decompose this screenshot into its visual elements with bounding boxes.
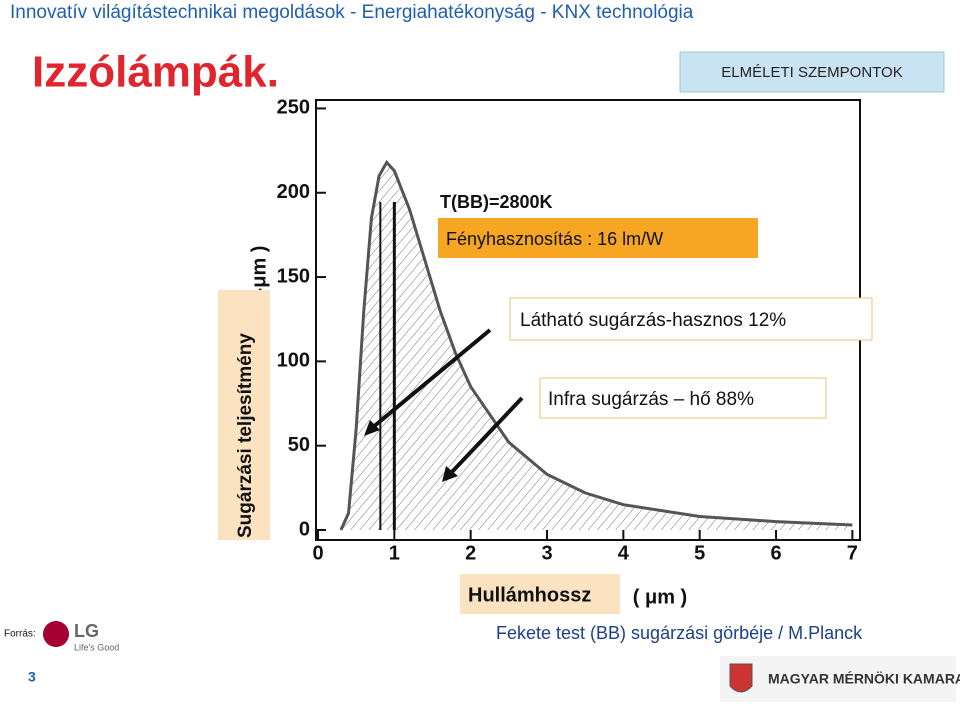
y-title-box — [218, 290, 270, 540]
x-tick-label: 1 — [389, 542, 400, 564]
arrow-head — [364, 420, 380, 436]
plot: 05010015020025001234567W/cm²-μm )( μm )T… — [248, 97, 861, 608]
slogan: Life's Good — [74, 642, 119, 652]
page-number: 3 — [28, 669, 36, 685]
efficiency-box — [438, 218, 758, 258]
y-title: Sugárzási teljesítmény — [235, 333, 256, 538]
lg-logo-mark — [43, 621, 69, 647]
caption: Fekete test (BB) sugárzási görbéje / M.P… — [496, 623, 863, 643]
visible-label: Látható sugárzás-hasznos 12% — [520, 310, 786, 331]
section-box — [679, 51, 945, 93]
x-tick-label: 0 — [312, 542, 323, 564]
y-tick-label: 150 — [277, 265, 310, 287]
annotation: T(BB)=2800K — [440, 192, 553, 212]
x-axis-label: ( μm ) — [633, 586, 687, 608]
org-box — [720, 656, 956, 702]
org-name: MAGYAR MÉRNÖKI KAMARA — [768, 671, 960, 687]
x-tick-label: 2 — [465, 542, 476, 564]
arrow-head — [442, 466, 458, 482]
x-tick-label: 6 — [770, 542, 781, 564]
curve — [339, 159, 853, 531]
y-tick-label: 50 — [288, 434, 310, 456]
area — [340, 162, 853, 530]
x-tick-label: 7 — [847, 542, 858, 564]
x-tick-label: 3 — [541, 542, 552, 564]
arrow — [448, 396, 524, 476]
arrow — [370, 328, 492, 430]
heading: Izzólámpák. — [32, 48, 279, 97]
y-tick-label: 200 — [277, 181, 310, 203]
infrared-label: Infra sugárzás – hő 88% — [548, 389, 754, 410]
lg-logo: LG — [74, 621, 99, 641]
x-title-box — [460, 574, 620, 614]
visible-box — [509, 297, 873, 341]
y-tick-label: 100 — [277, 350, 310, 372]
x-tick-label: 5 — [694, 542, 705, 564]
slide-title: Innovatív világítástechnikai megoldások … — [10, 2, 694, 23]
infrared-box — [539, 377, 827, 419]
y-tick-label: 0 — [299, 518, 310, 540]
org-crest — [729, 663, 753, 693]
x-title: Hullámhossz — [468, 584, 591, 606]
efficiency-label: Fényhasznosítás : 16 lm/W — [446, 229, 663, 249]
source-label: Forrás: — [4, 629, 36, 640]
section-label: ELMÉLETI SZEMPONTOK — [721, 64, 902, 81]
x-tick-label: 4 — [618, 542, 630, 564]
y-tick-label: 250 — [277, 97, 310, 119]
